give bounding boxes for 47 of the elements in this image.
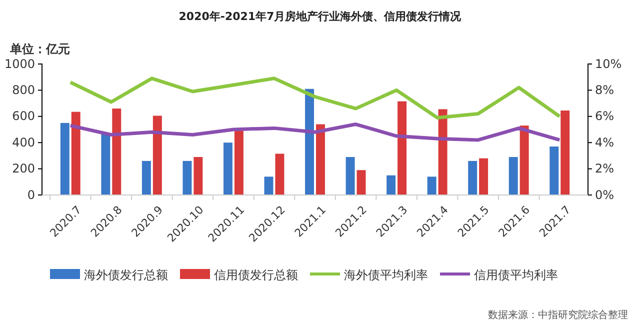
y2-tick-label: 4% xyxy=(595,135,614,150)
bar xyxy=(112,108,122,195)
y2-tick-label: 6% xyxy=(595,109,614,124)
bar xyxy=(427,176,436,195)
y-tick-label: 400 xyxy=(12,135,35,150)
bar xyxy=(398,101,407,195)
legend-label: 海外债平均利率 xyxy=(344,268,428,282)
bar xyxy=(479,158,488,195)
y2-tick-label: 0% xyxy=(595,188,614,202)
bar xyxy=(560,110,570,195)
bar xyxy=(101,133,110,195)
chart-title: 2020年-2021年7月房地产行业海外债、信用债发行情况 xyxy=(178,10,462,23)
bar xyxy=(550,146,559,195)
bar xyxy=(194,157,203,195)
legend-label: 信用债发行总额 xyxy=(214,268,298,282)
y-tick-label: 1000 xyxy=(4,56,35,71)
bar xyxy=(60,122,70,195)
y2-tick-label: 2% xyxy=(595,162,614,176)
bar xyxy=(356,170,366,195)
legend-label: 海外债发行总额 xyxy=(84,268,168,282)
bar xyxy=(438,109,448,195)
legend-label: 信用债平均利率 xyxy=(474,268,558,282)
y-tick-label: 200 xyxy=(12,162,35,176)
bar xyxy=(152,116,162,195)
y-axis-title: 单位：亿元 xyxy=(9,42,70,56)
y-tick-label: 800 xyxy=(12,83,35,98)
bar xyxy=(275,154,284,195)
y2-tick-label: 8% xyxy=(595,83,614,98)
bar xyxy=(386,175,396,195)
line-series xyxy=(68,122,562,142)
y2-tick-label: 10% xyxy=(595,56,622,71)
line-series xyxy=(68,76,562,120)
bar xyxy=(346,157,355,195)
bar xyxy=(223,142,232,195)
source-note: 数据来源：中指研究院综合整理 xyxy=(488,309,628,321)
bar xyxy=(142,160,151,195)
bar xyxy=(234,130,244,195)
bar xyxy=(182,160,192,195)
y-tick-label: 600 xyxy=(12,109,35,124)
y-tick-label: 0 xyxy=(27,188,35,202)
bar xyxy=(71,112,80,195)
bar xyxy=(520,126,529,195)
bar xyxy=(316,124,325,195)
bar xyxy=(264,176,274,195)
bar xyxy=(305,88,314,195)
bar xyxy=(508,157,518,195)
bar xyxy=(468,160,478,195)
